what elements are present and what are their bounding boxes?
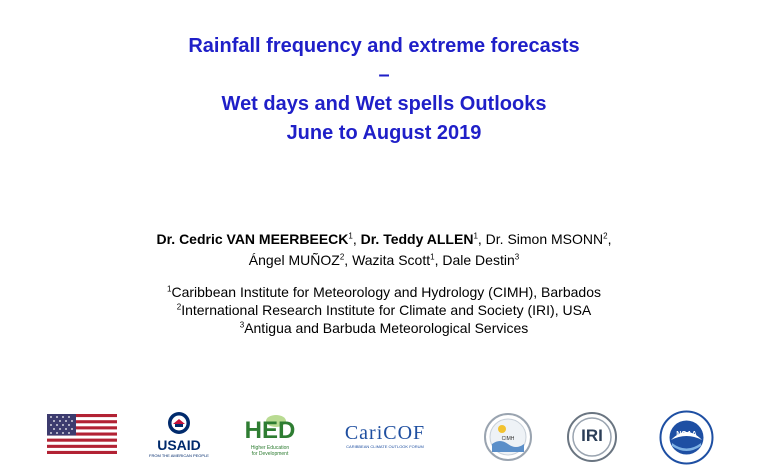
cimh-wordmark: CIMH [501, 436, 515, 442]
caricof-logo: CariCOF CARIBBEAN CLIMATE OUTLOOK FORUM [337, 422, 433, 456]
title-line-3: Wet days and Wet spells Outlooks [221, 93, 547, 115]
affiliation-text: International Research Institute for Cli… [181, 302, 592, 318]
author-affil-number: 2 [339, 252, 345, 262]
author-name: Dr. Teddy ALLEN [360, 231, 474, 247]
author-line-2: Ángel MUÑOZ2, Wazita Scott1, Dale Destin… [248, 252, 520, 268]
usaid-logo: USAID FROM THE AMERICAN PEOPLE [148, 410, 210, 465]
hed-tagline-2: for Development [251, 451, 289, 457]
noaa-logo: NOAA [659, 410, 714, 465]
affiliation-number: 1 [167, 284, 172, 294]
leaf-icon [266, 415, 286, 427]
cimh-logo: CIMH [480, 412, 536, 462]
partner-logos: USAID FROM THE AMERICAN PEOPLE HED Highe… [0, 410, 768, 465]
affiliation-item: 2International Research Institute for Cl… [0, 301, 768, 319]
iri-wordmark: IRI [581, 426, 603, 445]
hed-logo: HED Higher Education for Development [240, 412, 300, 464]
affiliation-number: 2 [176, 302, 182, 312]
author-affil-number: 2 [603, 231, 608, 241]
author-name: Ángel MUÑOZ [248, 252, 340, 268]
caricof-wordmark: CariCOF [344, 422, 426, 444]
author-list: Dr. Cedric VAN MEERBEECK1, Dr. Teddy ALL… [0, 229, 768, 271]
affiliation-list: 1Caribbean Institute for Meteorology and… [0, 283, 768, 337]
caricof-tagline: CARIBBEAN CLIMATE OUTLOOK FORUM [346, 444, 424, 449]
usaid-tagline: FROM THE AMERICAN PEOPLE [149, 453, 209, 458]
noaa-seal-icon [659, 410, 714, 465]
cimh-seal-icon [484, 413, 532, 461]
iri-globe-icon [567, 412, 617, 462]
hed-tagline-1: Higher Education [250, 445, 290, 451]
slide-title: Rainfall frequency and extreme forecasts… [0, 32, 768, 148]
author-name: Wazita Scott [352, 252, 431, 268]
author-affil-number: 1 [473, 231, 478, 241]
affiliation-item: 1Caribbean Institute for Meteorology and… [0, 283, 768, 301]
author-affil-number: 3 [514, 252, 520, 262]
hed-wordmark: HED [244, 417, 296, 444]
author-affil-number: 1 [348, 231, 353, 241]
affiliation-text: Antigua and Barbuda Meteorological Servi… [244, 320, 529, 336]
usaid-wordmark: USAID [157, 437, 201, 453]
author-name: Dr. Simon MSONN [485, 231, 604, 247]
title-dash: – [378, 64, 390, 86]
author-line-1: Dr. Cedric VAN MEERBEECK1, Dr. Teddy ALL… [156, 231, 612, 247]
affiliation-text: Caribbean Institute for Meteorology and … [171, 284, 601, 300]
author-name: Dale Destin [442, 252, 515, 268]
author-name: Dr. Cedric VAN MEERBEECK [156, 231, 349, 247]
usaid-seal-icon [168, 412, 190, 434]
title-line-4: June to August 2019 [286, 122, 482, 144]
author-affil-number: 1 [430, 252, 435, 262]
us-flag-icon [47, 414, 117, 454]
iri-logo: IRI [566, 411, 618, 463]
affiliation-item: 3Antigua and Barbuda Meteorological Serv… [0, 319, 768, 337]
noaa-wordmark: NOAA [676, 431, 697, 438]
affiliation-number: 3 [239, 320, 245, 330]
title-line-1: Rainfall frequency and extreme forecasts [188, 35, 580, 57]
